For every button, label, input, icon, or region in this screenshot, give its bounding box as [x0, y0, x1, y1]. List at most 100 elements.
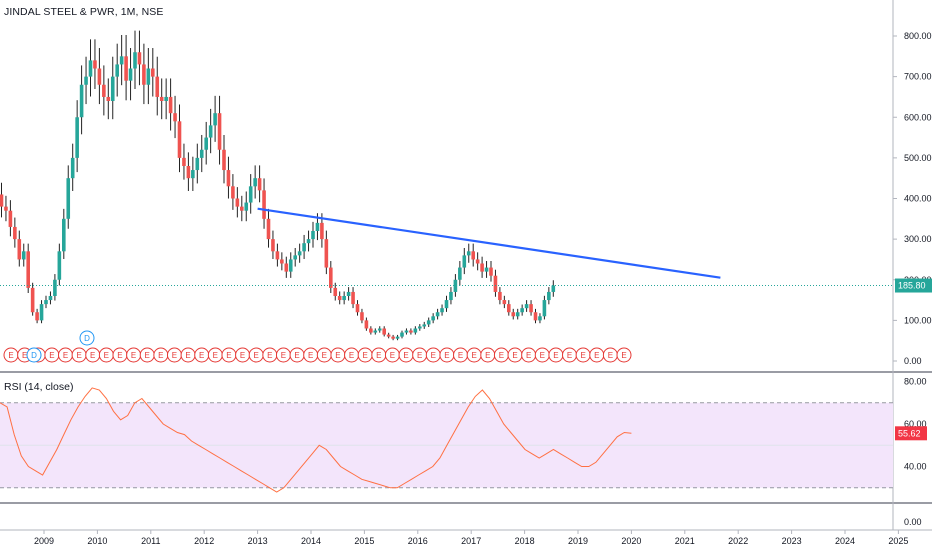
candle-body — [84, 76, 88, 85]
earnings-marker-label: E — [254, 351, 259, 360]
price-tick-label: 300.00 — [904, 234, 932, 244]
time-tick-label: 2016 — [408, 536, 428, 546]
candle-body — [422, 324, 427, 327]
dividend-marker-label: D — [84, 334, 90, 343]
candle-body — [248, 186, 253, 203]
earnings-marker-label: E — [594, 351, 599, 360]
candle-body — [35, 312, 39, 321]
earnings-marker-label: E — [226, 351, 231, 360]
candle-body — [462, 255, 467, 268]
earnings-marker-label: E — [540, 351, 545, 360]
last-price-badge — [895, 278, 932, 293]
candle-body — [480, 263, 484, 272]
candle-body — [66, 178, 71, 219]
dividend-marker[interactable] — [26, 347, 42, 363]
candle-body — [351, 291, 355, 305]
candle-body — [106, 96, 111, 101]
candle-body — [217, 113, 222, 150]
rsi-tick-label: 60.00 — [904, 419, 927, 429]
last-price-badge-text: 185.80 — [898, 281, 926, 291]
earnings-marker-label: E — [240, 351, 245, 360]
earnings-marker-label: E — [431, 351, 436, 360]
time-tick-label: 2012 — [194, 536, 214, 546]
earnings-marker-label: E — [349, 351, 354, 360]
earnings-marker-label: E — [376, 351, 381, 360]
earnings-marker-label: E — [417, 351, 422, 360]
price-tick-label: 500.00 — [904, 153, 932, 163]
earnings-marker-label: E — [117, 351, 122, 360]
candle-body — [177, 121, 182, 158]
earnings-marker-label: E — [403, 351, 408, 360]
earnings-marker-label: E — [363, 351, 368, 360]
candle-body — [257, 178, 262, 191]
time-tick-label: 2013 — [248, 536, 268, 546]
candle-body — [533, 312, 538, 321]
candle-body — [4, 206, 8, 211]
candle-body — [449, 291, 453, 301]
rsi-line — [0, 387, 632, 493]
candle-body — [333, 287, 338, 296]
candle-body — [97, 68, 102, 85]
time-tick-label: 2022 — [728, 536, 748, 546]
candle-body — [195, 157, 200, 171]
earnings-marker-label: E — [49, 351, 54, 360]
time-tick-label: 2018 — [515, 536, 535, 546]
time-tick-label: 2023 — [782, 536, 802, 546]
candle-body — [360, 312, 364, 321]
time-tick-label: 2019 — [568, 536, 588, 546]
trendline[interactable] — [257, 207, 721, 279]
candle-body — [262, 190, 266, 219]
earnings-marker-label: E — [485, 351, 490, 360]
earnings-marker-label: E — [213, 351, 218, 360]
candle-body — [466, 251, 471, 256]
candle-body — [235, 198, 240, 207]
price-tick-label: 700.00 — [904, 72, 932, 82]
candle-body — [355, 304, 360, 313]
earnings-marker-label: E — [22, 351, 27, 360]
candle-body — [208, 125, 213, 138]
candle-body — [369, 328, 373, 333]
dividend-marker-label: D — [31, 351, 37, 360]
grid-lines — [0, 0, 932, 531]
chart-title: JINDAL STEEL & PWR, 1M, NSE — [4, 6, 164, 18]
earnings-marker-label: E — [8, 351, 13, 360]
candle-body — [551, 285, 556, 292]
candle-body — [115, 64, 119, 77]
candle-body — [520, 308, 524, 313]
candle-body — [244, 202, 249, 211]
candle-body — [93, 60, 97, 69]
earnings-marker[interactable] — [616, 347, 632, 363]
candle-body — [435, 312, 440, 317]
candle-body — [418, 326, 422, 329]
candle-body — [17, 239, 22, 260]
candle-body — [364, 320, 369, 329]
candle-body — [186, 166, 191, 179]
candle-body — [199, 149, 204, 158]
candle-body — [306, 239, 311, 244]
candle-body — [542, 300, 547, 317]
dividend-marker[interactable] — [79, 330, 95, 346]
candle-body — [373, 330, 378, 333]
time-tick-label: 2021 — [675, 536, 695, 546]
candle-body — [253, 178, 257, 187]
candle-body — [102, 84, 106, 97]
rsi-title: RSI (14, close) — [4, 381, 74, 393]
candle-body — [404, 330, 409, 333]
time-tick-label: 2011 — [141, 536, 160, 546]
price-pane — [0, 30, 893, 341]
earnings-marker-label: E — [458, 351, 463, 360]
candle-body — [226, 170, 231, 187]
candle-body — [440, 308, 444, 313]
candle-body — [315, 222, 320, 231]
earnings-marker-label: E — [567, 351, 572, 360]
earnings-marker-label: E — [63, 351, 68, 360]
candle-body — [342, 296, 346, 301]
candle-body — [164, 96, 168, 101]
time-tick-label: 2014 — [301, 536, 321, 546]
candle-body — [498, 291, 502, 301]
candle-body — [110, 76, 115, 101]
rsi-pane — [0, 387, 893, 493]
earnings-marker-label: E — [471, 351, 476, 360]
